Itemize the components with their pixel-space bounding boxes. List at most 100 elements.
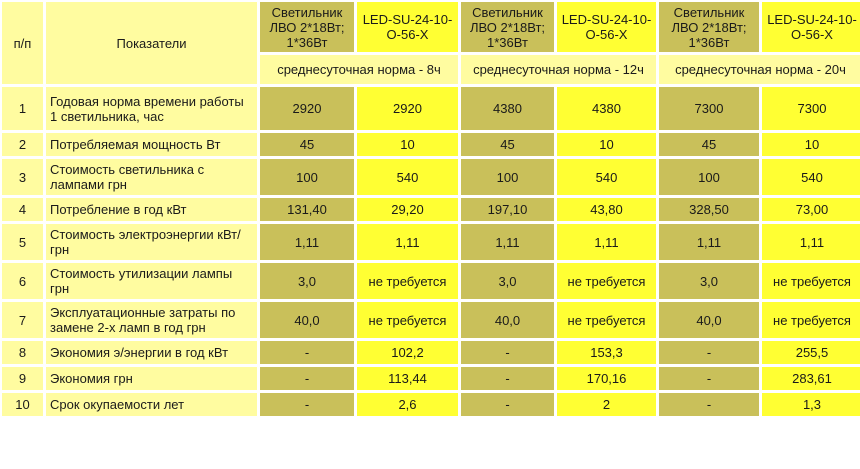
value-cell: 73,00: [762, 198, 860, 221]
value-cell: 7300: [659, 87, 759, 130]
row-number: 9: [2, 367, 43, 390]
value-cell: 10: [557, 133, 656, 156]
value-cell: 100: [260, 159, 354, 195]
row-label: Стоимость светильника с лампами грн: [46, 159, 257, 195]
row-label: Потребление в год кВт: [46, 198, 257, 221]
header-num: п/п: [2, 2, 43, 84]
row-label: Годовая норма времени работы 1 светильни…: [46, 87, 257, 130]
row-number: 10: [2, 393, 43, 416]
row-number: 1: [2, 87, 43, 130]
value-cell: 153,3: [557, 341, 656, 364]
value-cell: 100: [461, 159, 554, 195]
header-fixture-b-20h: LED-SU-24-10-O-56-X: [762, 2, 860, 52]
value-cell: 255,5: [762, 341, 860, 364]
value-cell: -: [461, 341, 554, 364]
row-number: 5: [2, 224, 43, 260]
value-cell: -: [461, 367, 554, 390]
value-cell: 1,11: [357, 224, 458, 260]
row-label: Стоимость электроэнергии кВт/грн: [46, 224, 257, 260]
value-cell: 540: [762, 159, 860, 195]
value-cell: 43,80: [557, 198, 656, 221]
value-cell: 7300: [762, 87, 860, 130]
value-cell: 1,11: [659, 224, 759, 260]
table-row: 2 Потребляемая мощность Вт 45 10 45 10 45 10: [2, 133, 860, 156]
value-cell: 1,3: [762, 393, 860, 416]
value-cell: 540: [357, 159, 458, 195]
header-row: п/п Показатели Светильник ЛВО 2*18Вт; 1*…: [2, 2, 860, 84]
value-cell: 1,11: [762, 224, 860, 260]
row-number: 2: [2, 133, 43, 156]
table-row: 1 Годовая норма времени работы 1 светильн…: [2, 87, 860, 130]
row-label: Стоимость утилизации лампы грн: [46, 263, 257, 299]
value-cell: 45: [461, 133, 554, 156]
row-number: 7: [2, 302, 43, 338]
row-number: 3: [2, 159, 43, 195]
table-body: п/п Показатели Светильник ЛВО 2*18Вт; 1*…: [2, 2, 860, 416]
value-cell: -: [260, 393, 354, 416]
value-cell: 45: [260, 133, 354, 156]
value-cell: 2920: [357, 87, 458, 130]
value-cell: 1,11: [260, 224, 354, 260]
value-cell: 40,0: [659, 302, 759, 338]
value-cell: 100: [659, 159, 759, 195]
value-cell: 45: [659, 133, 759, 156]
header-fixture-a-12h: Светильник ЛВО 2*18Вт; 1*36Вт: [461, 2, 554, 52]
value-cell: 328,50: [659, 198, 759, 221]
norm-20h: среднесуточная норма - 20ч: [659, 55, 860, 84]
value-cell: 40,0: [260, 302, 354, 338]
value-cell: 1,11: [461, 224, 554, 260]
value-cell: 10: [762, 133, 860, 156]
header-indicator: Показатели: [46, 2, 257, 84]
table-row: 6 Стоимость утилизации лампы грн 3,0 не тре…: [2, 263, 860, 299]
value-cell: не требуется: [357, 263, 458, 299]
value-cell: 283,61: [762, 367, 860, 390]
table-row: 5 Стоимость электроэнергии кВт/грн 1,11 1,1…: [2, 224, 860, 260]
value-cell: не требуется: [762, 263, 860, 299]
value-cell: 2: [557, 393, 656, 416]
norm-8h: среднесуточная норма - 8ч: [260, 55, 458, 84]
value-cell: 102,2: [357, 341, 458, 364]
value-cell: 29,20: [357, 198, 458, 221]
row-number: 4: [2, 198, 43, 221]
value-cell: 10: [357, 133, 458, 156]
value-cell: 4380: [557, 87, 656, 130]
value-cell: 3,0: [461, 263, 554, 299]
header-fixture-b-12h: LED-SU-24-10-O-56-X: [557, 2, 656, 52]
table-row: 8 Экономия э/энергии в год кВт -102,2-153,…: [2, 341, 860, 364]
row-number: 6: [2, 263, 43, 299]
comparison-table: п/п Показатели Светильник ЛВО 2*18Вт; 1*…: [2, 2, 860, 416]
value-cell: -: [659, 367, 759, 390]
value-cell: 2920: [260, 87, 354, 130]
value-cell: -: [659, 341, 759, 364]
value-cell: 1,11: [557, 224, 656, 260]
value-cell: 2,6: [357, 393, 458, 416]
value-cell: 40,0: [461, 302, 554, 338]
row-label: Эксплуатационные затраты по замене 2-х л…: [46, 302, 257, 338]
value-cell: -: [260, 341, 354, 364]
row-label: Экономия э/энергии в год кВт: [46, 341, 257, 364]
value-cell: 131,40: [260, 198, 354, 221]
value-cell: не требуется: [557, 263, 656, 299]
header-fixture-b-8h: LED-SU-24-10-O-56-X: [357, 2, 458, 52]
value-cell: не требуется: [557, 302, 656, 338]
value-cell: 540: [557, 159, 656, 195]
table-row: 4 Потребление в год кВт 131,40 29,20 197,10 4…: [2, 198, 860, 221]
norm-12h: среднесуточная норма - 12ч: [461, 55, 656, 84]
header-fixture-a-8h: Светильник ЛВО 2*18Вт; 1*36Вт: [260, 2, 354, 52]
value-cell: -: [659, 393, 759, 416]
value-cell: -: [461, 393, 554, 416]
table-row: 3 Стоимость светильника с лампами грн 100 5…: [2, 159, 860, 195]
value-cell: не требуется: [762, 302, 860, 338]
value-cell: 170,16: [557, 367, 656, 390]
norm-row: среднесуточная норма - 8ч среднесуточная…: [2, 55, 860, 84]
value-cell: 113,44: [357, 367, 458, 390]
value-cell: 197,10: [461, 198, 554, 221]
value-cell: 3,0: [659, 263, 759, 299]
value-cell: 3,0: [260, 263, 354, 299]
table-row: 10 Срок окупаемости лет -2,6-2-1,3: [2, 393, 860, 416]
value-cell: не требуется: [357, 302, 458, 338]
row-number: 8: [2, 341, 43, 364]
row-label: Экономия грн: [46, 367, 257, 390]
value-cell: 4380: [461, 87, 554, 130]
table-row: 9 Экономия грн -113,44-170,16-283,61: [2, 367, 860, 390]
